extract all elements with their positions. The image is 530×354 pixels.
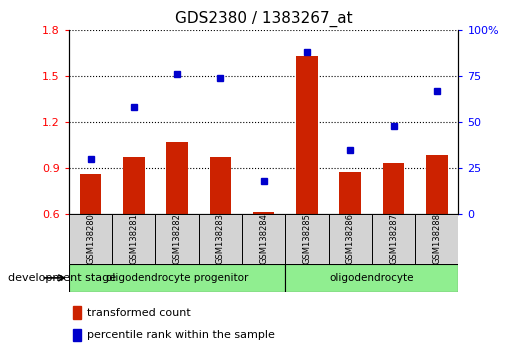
Bar [426,155,448,214]
Text: GSM138283: GSM138283 [216,213,225,264]
Bar [69,214,112,264]
Text: GSM138282: GSM138282 [173,213,182,264]
Text: GSM138281: GSM138281 [129,213,138,264]
Text: oligodendrocyte progenitor: oligodendrocyte progenitor [106,273,248,283]
Text: development stage: development stage [8,273,116,283]
Text: oligodendrocyte: oligodendrocyte [330,273,414,283]
Bar [80,173,101,214]
Title: GDS2380 / 1383267_at: GDS2380 / 1383267_at [175,11,352,27]
Bar [166,142,188,214]
Bar [383,163,404,214]
Bar [155,214,199,264]
Text: GSM138280: GSM138280 [86,213,95,264]
Bar [339,172,361,214]
Text: GSM138284: GSM138284 [259,213,268,264]
Bar [209,156,231,214]
Bar [73,307,82,319]
Bar [199,214,242,264]
Text: percentile rank within the sample: percentile rank within the sample [86,330,275,340]
Bar [285,214,329,264]
Bar [415,214,458,264]
Bar [372,214,415,264]
Bar [73,329,82,341]
Text: GSM138288: GSM138288 [432,213,441,264]
Bar [112,214,155,264]
Text: transformed count: transformed count [86,308,190,318]
Bar [69,264,285,292]
Bar [285,264,458,292]
Bar [296,56,318,214]
Bar [123,156,145,214]
Bar [329,214,372,264]
Text: GSM138285: GSM138285 [303,213,312,264]
Text: GSM138287: GSM138287 [389,213,398,264]
Bar [242,214,285,264]
Text: GSM138286: GSM138286 [346,213,355,264]
Bar [253,212,275,214]
